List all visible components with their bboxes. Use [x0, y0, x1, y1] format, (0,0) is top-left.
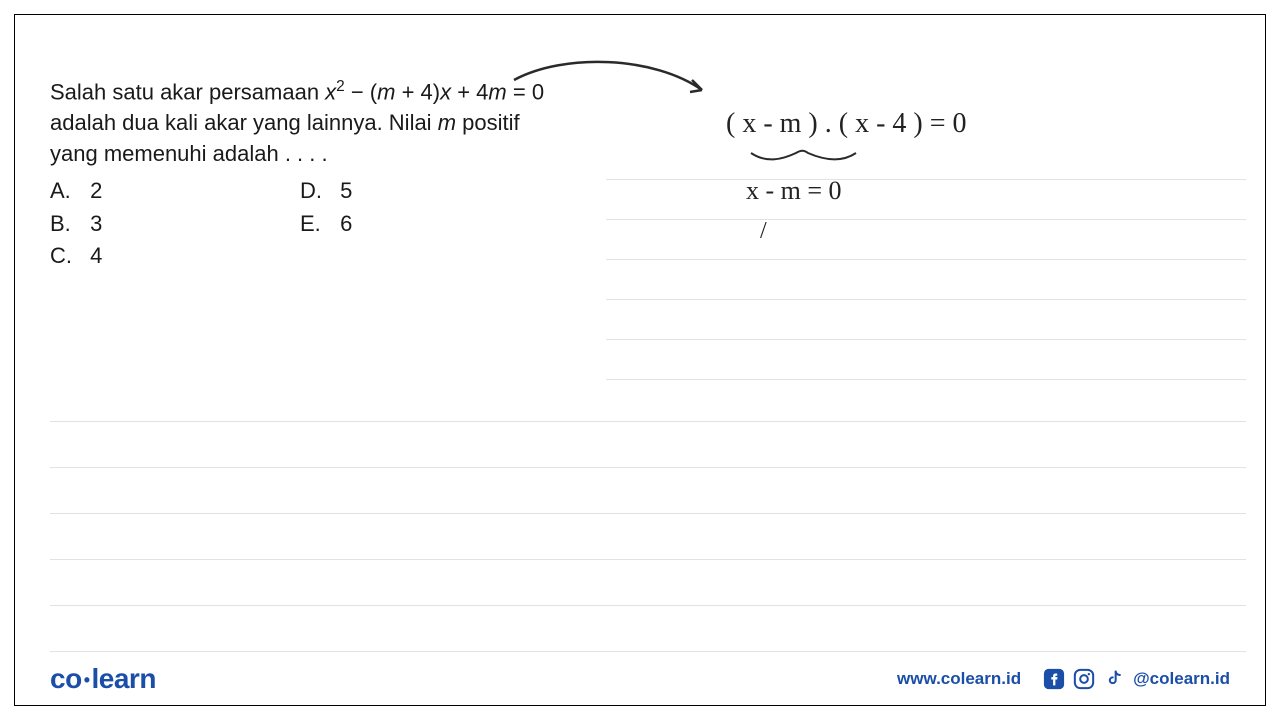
social-links: @colearn.id: [1043, 668, 1230, 690]
option-label: B.: [50, 209, 84, 240]
arrow-icon: [504, 58, 724, 118]
rule-line: [606, 140, 1246, 180]
footer-right: www.colearn.id @colearn.id: [897, 668, 1230, 690]
logo-dot-icon: •: [82, 670, 92, 690]
brace-icon: [746, 148, 866, 168]
colearn-logo: co•learn: [50, 663, 156, 695]
rule-line: [50, 468, 1246, 514]
equation-x: x: [440, 79, 451, 104]
option-value: 5: [340, 178, 352, 203]
handwriting-factored: ( x - m ) . ( x - 4 ) = 0: [726, 108, 967, 140]
option-a: A. 2: [50, 176, 300, 207]
question-text: adalah dua kali akar yang lainnya. Nilai: [50, 110, 438, 135]
equation-part: + 4: [451, 79, 488, 104]
rule-line: [50, 376, 1246, 422]
equation-power: 2: [336, 78, 345, 95]
rule-line: [606, 180, 1246, 220]
option-label: A.: [50, 176, 84, 207]
ruled-lines-right: [606, 140, 1246, 380]
tiktok-icon: [1103, 668, 1125, 690]
option-e: E. 6: [300, 209, 550, 240]
answer-options: A. 2 D. 5 B. 3 E. 6 C. 4: [50, 176, 600, 272]
variable-m: m: [438, 110, 456, 135]
option-value: 3: [90, 211, 102, 236]
logo-co: co: [50, 663, 82, 694]
website-url: www.colearn.id: [897, 669, 1021, 689]
rule-line: [50, 514, 1246, 560]
equation-x: x: [325, 79, 336, 104]
option-c: C. 4: [50, 241, 300, 272]
logo-learn: learn: [92, 663, 156, 694]
rule-line: [606, 220, 1246, 260]
ruled-lines-full: [50, 376, 1246, 652]
question-line-3: yang memenuhi adalah . . . .: [50, 139, 600, 170]
equation-part: − (: [345, 79, 377, 104]
footer: co•learn www.colearn.id @colearn.id: [14, 654, 1266, 704]
option-value: 4: [90, 243, 102, 268]
option-value: 6: [340, 211, 352, 236]
rule-line: [606, 340, 1246, 380]
handwriting-step-1: x - m = 0: [746, 176, 842, 206]
question-text: Salah satu akar persamaan: [50, 79, 325, 104]
option-value: 2: [90, 178, 102, 203]
rule-line: [50, 560, 1246, 606]
equation-part: + 4): [395, 79, 440, 104]
rule-line: [606, 260, 1246, 300]
page-content: Salah satu akar persamaan x2 − (m + 4)x …: [14, 58, 1266, 652]
handwriting-step-2: /: [760, 218, 767, 245]
equation-m: m: [377, 79, 395, 104]
option-label: E.: [300, 209, 334, 240]
option-b: B. 3: [50, 209, 300, 240]
option-label: D.: [300, 176, 334, 207]
rule-line: [606, 300, 1246, 340]
instagram-icon: [1073, 668, 1095, 690]
rule-line: [50, 422, 1246, 468]
option-label: C.: [50, 241, 84, 272]
social-handle: @colearn.id: [1133, 669, 1230, 689]
facebook-icon: [1043, 668, 1065, 690]
rule-line: [50, 606, 1246, 652]
option-d: D. 5: [300, 176, 550, 207]
